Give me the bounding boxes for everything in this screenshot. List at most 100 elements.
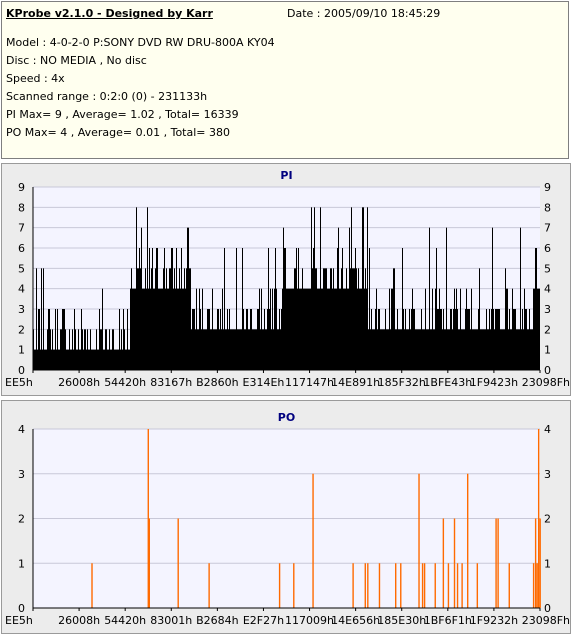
po-bar bbox=[537, 429, 540, 608]
pi-bar bbox=[289, 288, 290, 370]
pi-bar bbox=[108, 349, 109, 370]
pi-bar bbox=[350, 268, 351, 370]
pi-bar bbox=[456, 288, 457, 370]
pi-chart: PI 0 0 1 1 2 2 3 3 4 4 5 5 6 6 7 7 8 8 9 9 EE5h 26008h 54420h 83… bbox=[5, 169, 570, 389]
pi-bar bbox=[143, 288, 144, 370]
pi-bar bbox=[239, 329, 240, 370]
x-tick-label: 1F9423h bbox=[470, 376, 518, 389]
pi-bar bbox=[340, 288, 341, 370]
po-bar bbox=[423, 563, 426, 608]
pi-bar bbox=[247, 309, 248, 370]
pi-bar bbox=[244, 329, 245, 370]
pi-bar bbox=[535, 248, 536, 370]
pi-bar bbox=[54, 349, 55, 370]
pi-bar bbox=[411, 309, 412, 370]
pi-bar bbox=[141, 227, 142, 370]
pi-bar bbox=[119, 309, 120, 370]
pi-bar bbox=[418, 329, 419, 370]
pi-bar bbox=[176, 248, 177, 370]
y-tick-label-right: 2 bbox=[544, 323, 551, 336]
po-bars bbox=[91, 429, 541, 608]
x-tick-label: E314Eh bbox=[243, 376, 285, 389]
pi-bar bbox=[147, 207, 148, 370]
pi-bar bbox=[386, 329, 387, 370]
pi-bar bbox=[298, 248, 299, 370]
pi-bar bbox=[221, 329, 222, 370]
po-bar bbox=[534, 518, 537, 608]
pi-bar bbox=[324, 268, 325, 370]
pi-bar bbox=[354, 268, 355, 370]
pi-bar bbox=[196, 288, 197, 370]
pi-bar bbox=[417, 329, 418, 370]
pi-bar bbox=[368, 329, 369, 370]
pi-bar bbox=[177, 288, 178, 370]
pi-bar bbox=[339, 288, 340, 370]
pi-bar bbox=[72, 329, 73, 370]
pi-bar bbox=[461, 329, 462, 370]
pi-bar bbox=[532, 329, 533, 370]
pi-bar bbox=[480, 329, 481, 370]
pi-bar bbox=[472, 329, 473, 370]
pi-bar bbox=[257, 309, 258, 370]
y-tick-label-left: 9 bbox=[18, 181, 25, 194]
pi-bar bbox=[164, 248, 165, 370]
pi-bar bbox=[103, 349, 104, 370]
pi-bar bbox=[87, 329, 88, 370]
pi-bar bbox=[393, 268, 394, 370]
x-tick-label: 1BF6F1h bbox=[424, 614, 472, 627]
pi-bar bbox=[262, 329, 263, 370]
pi-bar bbox=[148, 288, 149, 370]
pi-bar bbox=[308, 288, 309, 370]
pi-bar bbox=[394, 268, 395, 370]
x-tick-label: 117009h bbox=[285, 614, 334, 627]
po-bar bbox=[539, 518, 541, 608]
pi-bar bbox=[377, 329, 378, 370]
y-tick-label-right: 0 bbox=[544, 602, 551, 615]
pi-bar bbox=[374, 329, 375, 370]
pi-bar bbox=[203, 329, 204, 370]
pi-bar bbox=[288, 288, 289, 370]
pi-bar bbox=[175, 288, 176, 370]
pi-bar bbox=[408, 329, 409, 370]
pi-bar bbox=[485, 329, 486, 370]
pi-bar bbox=[344, 288, 345, 370]
pi-bar bbox=[486, 309, 487, 370]
pi-bar bbox=[442, 329, 443, 370]
y-tick-label-right: 3 bbox=[544, 303, 551, 316]
pi-bar bbox=[101, 329, 102, 370]
pi-bar bbox=[415, 329, 416, 370]
speed-line: Speed : 4x bbox=[6, 72, 65, 85]
po-bar bbox=[442, 518, 445, 608]
pi-bar bbox=[111, 349, 112, 370]
pi-bar bbox=[316, 268, 317, 370]
pi-bar bbox=[476, 329, 477, 370]
pi-bar bbox=[359, 288, 360, 370]
pi-bar bbox=[218, 309, 219, 370]
x-tick-label: 26008h bbox=[58, 614, 100, 627]
pi-bar bbox=[539, 288, 540, 370]
pi-bar bbox=[185, 288, 186, 370]
pi-bar bbox=[361, 288, 362, 370]
pi-bar bbox=[142, 288, 143, 370]
pi-bar bbox=[501, 329, 502, 370]
po-bar bbox=[508, 563, 510, 608]
pi-bar bbox=[94, 349, 95, 370]
pi-bar bbox=[43, 268, 44, 370]
pi-bar bbox=[321, 288, 322, 370]
pi-bar bbox=[256, 329, 257, 370]
pi-bar bbox=[180, 288, 181, 370]
pi-bar bbox=[384, 329, 385, 370]
pi-bar bbox=[283, 227, 284, 370]
pi-bar bbox=[462, 329, 463, 370]
pi-bar bbox=[209, 309, 210, 370]
pi-bar bbox=[427, 329, 428, 370]
pi-bar bbox=[40, 349, 41, 370]
pi-bar bbox=[161, 288, 162, 370]
pi-bar bbox=[323, 268, 324, 370]
pi-bar bbox=[171, 248, 172, 370]
app-title: KProbe v2.1.0 - Designed by Karr bbox=[6, 7, 213, 20]
pi-bar bbox=[320, 207, 321, 370]
pi-bar bbox=[174, 268, 175, 370]
pi-bar bbox=[495, 309, 496, 370]
pi-bar bbox=[413, 309, 414, 370]
